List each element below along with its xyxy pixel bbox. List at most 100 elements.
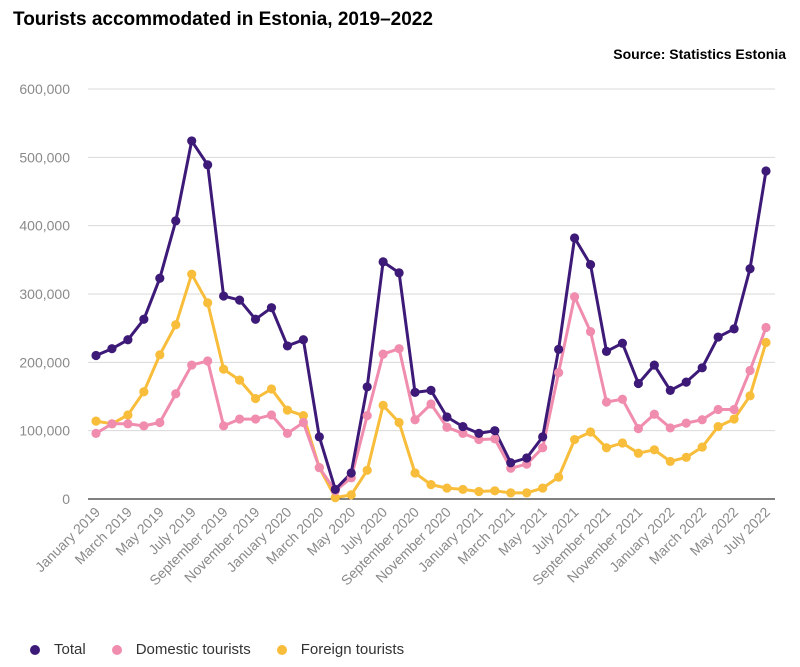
legend-item-foreign: Foreign tourists — [276, 641, 405, 658]
data-point-foreign-tourists — [713, 421, 723, 432]
data-point-total — [410, 387, 420, 397]
data-point-foreign-tourists — [123, 410, 133, 420]
data-point-domestic-tourists — [266, 410, 277, 420]
data-point-total — [665, 385, 675, 395]
data-point-foreign-tourists — [761, 337, 771, 348]
data-point-domestic-tourists — [362, 411, 372, 421]
data-point-foreign-tourists — [155, 350, 165, 360]
data-point-domestic-tourists — [234, 414, 245, 424]
data-point-foreign-tourists — [569, 434, 580, 445]
data-point-total — [442, 412, 452, 422]
data-point-foreign-tourists — [506, 488, 516, 498]
data-point-domestic-tourists — [681, 418, 691, 428]
data-point-total — [219, 291, 229, 301]
data-point-domestic-tourists — [569, 292, 580, 302]
y-tick-label: 300,000 — [19, 286, 70, 302]
data-point-total — [203, 160, 213, 170]
data-point-total — [569, 233, 580, 243]
data-point-foreign-tourists — [633, 448, 643, 458]
data-point-total — [234, 295, 245, 305]
legend-swatch-domestic — [111, 644, 122, 655]
data-point-domestic-tourists — [617, 394, 628, 404]
data-point-domestic-tourists — [713, 404, 723, 415]
chart-title: Tourists accommodated in Estonia, 2019–2… — [13, 9, 433, 30]
data-point-domestic-tourists — [554, 367, 564, 378]
data-point-total — [538, 432, 548, 442]
data-point-foreign-tourists — [91, 416, 101, 426]
data-point-total — [458, 421, 468, 432]
data-point-foreign-tourists — [617, 438, 628, 448]
data-point-total — [585, 260, 596, 270]
data-point-domestic-tourists — [298, 417, 308, 428]
data-point-domestic-tourists — [458, 428, 468, 438]
data-point-total — [346, 468, 356, 478]
legend-item-total: Total — [30, 641, 86, 658]
data-point-domestic-tourists — [219, 421, 229, 431]
data-point-domestic-tourists — [410, 415, 420, 425]
y-tick-label: 200,000 — [19, 354, 70, 370]
data-point-total — [649, 360, 659, 370]
data-point-domestic-tourists — [107, 419, 117, 429]
data-point-foreign-tourists — [234, 375, 245, 385]
data-point-total — [298, 335, 308, 345]
data-point-foreign-tourists — [649, 445, 659, 455]
data-point-foreign-tourists — [681, 452, 691, 462]
data-point-domestic-tourists — [442, 422, 452, 432]
data-point-foreign-tourists — [490, 486, 500, 496]
data-point-foreign-tourists — [394, 417, 404, 428]
data-point-foreign-tourists — [442, 483, 452, 493]
data-point-foreign-tourists — [554, 472, 564, 482]
data-point-total — [155, 273, 165, 283]
data-point-total — [91, 350, 101, 361]
data-point-domestic-tourists — [426, 399, 436, 409]
data-point-domestic-tourists — [171, 389, 181, 399]
legend-label-domestic: Domestic tourists — [135, 641, 251, 658]
data-point-total — [617, 338, 628, 348]
data-point-domestic-tourists — [745, 365, 755, 376]
data-point-domestic-tourists — [123, 419, 133, 429]
data-point-total — [729, 324, 739, 334]
data-point-domestic-tourists — [761, 322, 771, 333]
data-point-foreign-tourists — [601, 443, 612, 453]
legend-swatch-foreign — [276, 644, 287, 655]
data-point-foreign-tourists — [745, 391, 755, 401]
data-point-foreign-tourists — [266, 384, 277, 394]
data-point-total — [474, 428, 484, 438]
data-point-domestic-tourists — [633, 424, 643, 434]
data-point-foreign-tourists — [410, 468, 420, 478]
data-point-domestic-tourists — [91, 428, 101, 438]
source-note: Source: Statistics Estonia — [613, 46, 786, 62]
y-tick-label: 0 — [62, 491, 70, 507]
legend-label-foreign: Foreign tourists — [300, 641, 405, 658]
data-point-total — [426, 385, 436, 395]
data-point-domestic-tourists — [139, 421, 149, 431]
data-point-total — [378, 257, 388, 267]
y-tick-label: 500,000 — [19, 149, 70, 165]
data-point-foreign-tourists — [378, 400, 388, 410]
data-point-total — [282, 341, 293, 351]
data-point-domestic-tourists — [665, 423, 675, 433]
data-point-foreign-tourists — [219, 364, 229, 374]
data-point-domestic-tourists — [585, 326, 596, 337]
data-point-total — [506, 458, 516, 468]
data-point-domestic-tourists — [187, 360, 197, 370]
data-point-total — [697, 363, 707, 373]
data-point-total — [633, 378, 643, 389]
y-tick-label: 400,000 — [19, 218, 70, 234]
data-point-domestic-tourists — [155, 417, 165, 428]
data-point-foreign-tourists — [665, 456, 675, 467]
data-point-total — [171, 216, 181, 226]
data-point-total — [761, 166, 771, 176]
data-point-domestic-tourists — [314, 462, 324, 473]
data-point-foreign-tourists — [250, 393, 261, 404]
data-point-total — [681, 377, 691, 387]
data-point-foreign-tourists — [346, 490, 356, 500]
data-point-foreign-tourists — [538, 483, 548, 493]
data-point-total — [187, 136, 197, 146]
data-point-foreign-tourists — [171, 320, 181, 330]
data-point-domestic-tourists — [538, 443, 548, 453]
data-point-domestic-tourists — [378, 349, 388, 359]
data-point-domestic-tourists — [394, 344, 404, 354]
data-point-foreign-tourists — [362, 465, 372, 475]
